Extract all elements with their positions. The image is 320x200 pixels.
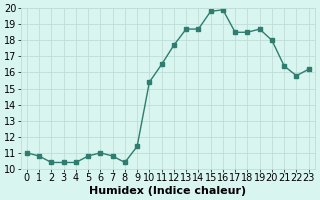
X-axis label: Humidex (Indice chaleur): Humidex (Indice chaleur): [89, 186, 246, 196]
